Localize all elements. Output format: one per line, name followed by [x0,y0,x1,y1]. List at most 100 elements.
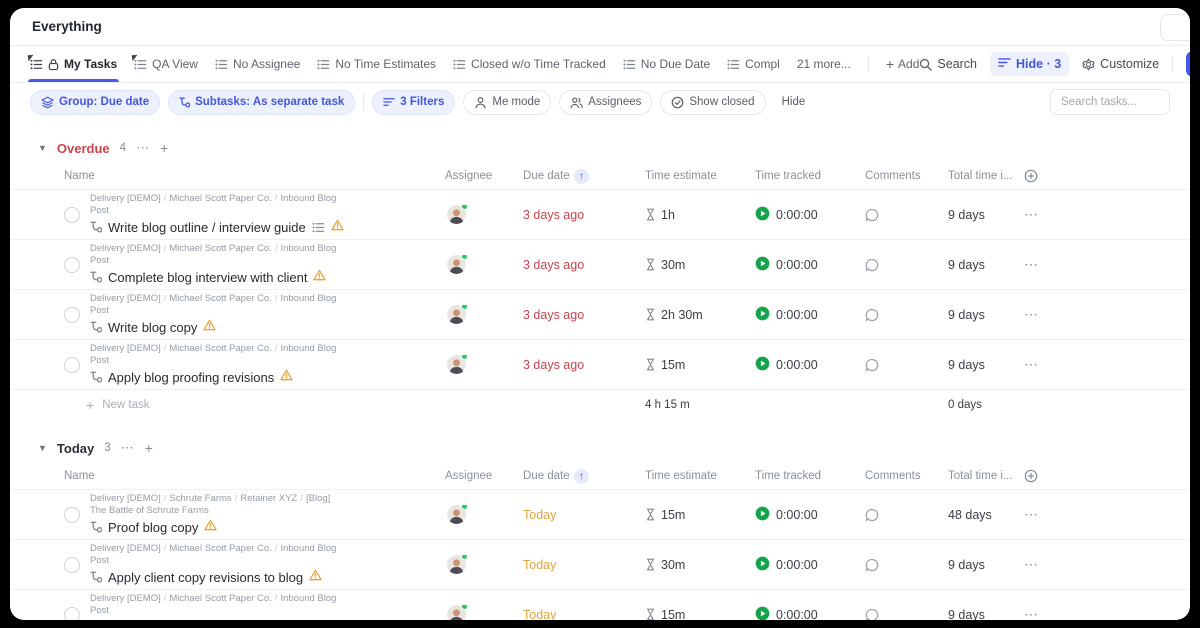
comments-cell[interactable] [865,258,948,272]
task-status-circle[interactable] [64,356,80,373]
tab-my-tasks[interactable]: My Tasks [27,46,120,82]
add-view-button[interactable]: + Add [886,57,920,71]
column-assignee[interactable]: Assignee [445,470,493,482]
task-name[interactable]: Write blog outline / interview guide [108,219,306,235]
chevron-down-icon[interactable]: ▼ [38,443,47,453]
group-add-icon[interactable]: + [144,440,153,456]
add-column-button[interactable] [1024,469,1176,483]
more-views-button[interactable]: 21 more... [797,46,851,82]
task-status-circle[interactable] [64,506,80,523]
breadcrumb[interactable]: Delivery [DEMO] / Michael Scott Paper Co. /… [90,292,337,316]
breadcrumb[interactable]: Delivery [DEMO] / Schrute Farms / Retainer X… [90,492,331,516]
column-time-tracked[interactable]: Time tracked [755,170,822,182]
time-estimate-value[interactable]: 30m [645,558,755,572]
comments-cell[interactable] [865,208,948,222]
breadcrumb[interactable]: Delivery [DEMO] / Michael Scott Paper Co. /… [90,242,337,266]
column-time-tracked[interactable]: Time tracked [755,470,822,482]
group-menu-icon[interactable]: ⋯ [136,140,151,155]
time-tracked-value[interactable]: 0:00:00 [755,606,865,621]
task-name[interactable]: Proof blog copy [108,519,199,535]
task-name[interactable]: Write blog copy [108,319,198,335]
group-add-icon[interactable]: + [160,140,169,156]
new-task-row-button[interactable]: + New task [64,398,445,412]
column-name[interactable]: Name [64,470,95,482]
time-tracked-value[interactable]: 0:00:00 [755,306,865,324]
task-status-circle[interactable] [64,556,80,573]
breadcrumb[interactable]: Delivery [DEMO] / Michael Scott Paper Co. /… [90,592,337,616]
new-task-button[interactable]: New [1186,51,1190,77]
assignee-avatar[interactable] [447,255,468,274]
corner-widget[interactable] [1160,14,1190,41]
group-title[interactable]: Today [56,440,95,456]
group-title[interactable]: Overdue [56,140,110,156]
task-status-circle[interactable] [64,206,80,223]
table-row[interactable]: Delivery [DEMO] / Michael Scott Paper Co. /… [10,589,1190,620]
search-button[interactable]: Search [919,57,977,71]
task-status-circle[interactable] [64,256,80,273]
row-menu-icon[interactable]: ⋯ [1024,306,1040,322]
tab-completed[interactable]: Compl [727,46,780,82]
comments-cell[interactable] [865,508,948,522]
row-menu-icon[interactable]: ⋯ [1024,256,1040,272]
play-icon[interactable] [755,356,770,374]
time-estimate-value[interactable]: 15m [645,358,755,372]
sort-ascending-icon[interactable]: ↑ [573,468,589,484]
me-mode-pill[interactable]: Me mode [463,89,552,115]
comments-cell[interactable] [865,608,948,620]
add-column-button[interactable] [1024,169,1176,183]
column-comments[interactable]: Comments [865,170,921,182]
time-tracked-value[interactable]: 0:00:00 [755,556,865,574]
column-time-estimate[interactable]: Time estimate [645,470,717,482]
description-icon[interactable] [311,221,325,234]
column-due-date[interactable]: Due date ↑ [523,468,645,484]
time-estimate-value[interactable]: 2h 30m [645,308,755,322]
play-icon[interactable] [755,556,770,574]
task-status-circle[interactable] [64,606,80,620]
due-date-value[interactable]: Today [523,557,557,572]
comments-cell[interactable] [865,558,948,572]
task-name[interactable]: Complete blog interview with client [108,269,308,285]
table-row[interactable]: Delivery [DEMO] / Schrute Farms / Retainer X… [10,489,1190,539]
column-due-date[interactable]: Due date ↑ [523,168,645,184]
customize-button[interactable]: Customize [1082,57,1159,71]
column-total-time[interactable]: Total time i... [948,470,1013,482]
breadcrumb[interactable]: Delivery [DEMO] / Michael Scott Paper Co. /… [90,342,337,366]
assignee-avatar[interactable] [447,205,468,224]
due-date-value[interactable]: 3 days ago [523,357,585,372]
tab-no-time-estimates[interactable]: No Time Estimates [317,46,436,82]
column-assignee[interactable]: Assignee [445,170,493,182]
tab-qa-view[interactable]: QA View [131,46,198,82]
play-icon[interactable] [755,506,770,524]
assignee-avatar[interactable] [447,505,468,524]
play-icon[interactable] [755,206,770,224]
table-row[interactable]: Delivery [DEMO] / Michael Scott Paper Co. /… [10,239,1190,289]
table-row[interactable]: Delivery [DEMO] / Michael Scott Paper Co. /… [10,189,1190,239]
due-date-value[interactable]: 3 days ago [523,257,585,272]
time-tracked-value[interactable]: 0:00:00 [755,356,865,374]
row-menu-icon[interactable]: ⋯ [1024,356,1040,372]
breadcrumb[interactable]: Delivery [DEMO] / Michael Scott Paper Co. /… [90,192,337,216]
row-menu-icon[interactable]: ⋯ [1024,606,1040,620]
comments-cell[interactable] [865,308,948,322]
assignee-avatar[interactable] [447,555,468,574]
hide-columns-button[interactable]: Hide · 3 [990,52,1070,76]
column-name[interactable]: Name [64,170,95,182]
show-closed-pill[interactable]: Show closed [660,89,766,115]
due-date-value[interactable]: Today [523,507,557,522]
group-menu-icon[interactable]: ⋯ [120,440,135,455]
time-estimate-value[interactable]: 30m [645,258,755,272]
group-by-pill[interactable]: Group: Due date [30,89,161,115]
column-comments[interactable]: Comments [865,470,921,482]
row-menu-icon[interactable]: ⋯ [1024,506,1040,522]
table-row[interactable]: Delivery [DEMO] / Michael Scott Paper Co. /… [10,289,1190,339]
row-menu-icon[interactable]: ⋯ [1024,206,1040,222]
filters-pill[interactable]: 3 Filters [372,89,456,115]
time-estimate-value[interactable]: 15m [645,508,755,522]
play-icon[interactable] [755,256,770,274]
time-estimate-value[interactable]: 15m [645,608,755,620]
play-icon[interactable] [755,606,770,621]
tab-no-due-date[interactable]: No Due Date [622,46,710,82]
due-date-value[interactable]: 3 days ago [523,307,585,322]
chevron-down-icon[interactable]: ▼ [38,143,47,153]
time-tracked-value[interactable]: 0:00:00 [755,256,865,274]
